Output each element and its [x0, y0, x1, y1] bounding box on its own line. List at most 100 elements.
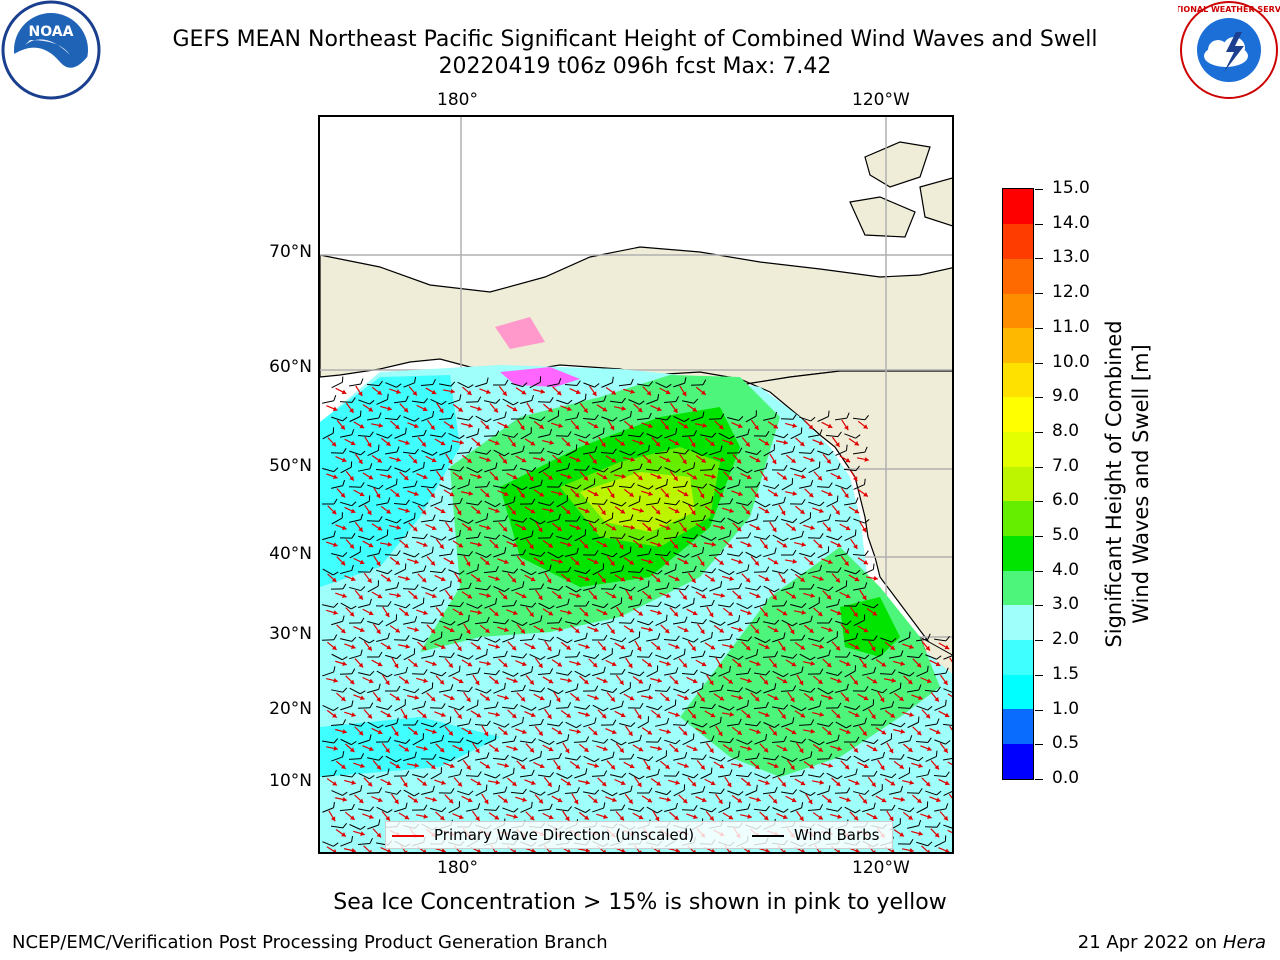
wind-barb [853, 614, 866, 627]
colorbar-tick-label: 11.0 [1052, 316, 1090, 337]
wind-barb [376, 433, 393, 439]
wind-barb [835, 484, 852, 490]
wind-barb [358, 636, 375, 644]
wind-barb [600, 584, 617, 590]
wind-barb [331, 512, 343, 525]
wind-barb [411, 669, 428, 675]
wind-barb [826, 463, 841, 472]
wind-barb [564, 515, 581, 522]
wind-barb [628, 599, 643, 608]
wind-barb [565, 547, 579, 558]
wind-barb [744, 481, 761, 488]
wind-barb [475, 552, 492, 558]
footer-credit: NCEP/EMC/Verification Post Processing Pr… [12, 932, 608, 953]
wind-barb [340, 564, 354, 575]
wind-barb [817, 450, 834, 456]
footer-host: Hera [1222, 932, 1266, 953]
wind-barb [322, 427, 335, 440]
wind-barb [502, 496, 516, 507]
wind-barb [466, 428, 480, 439]
wind-barb [826, 535, 843, 541]
wind-barb [673, 512, 687, 524]
wind-barb [538, 636, 555, 642]
wind-barb [628, 535, 645, 541]
wind-barb [510, 413, 527, 420]
wind-barb [331, 615, 345, 626]
wind-barb [556, 495, 568, 508]
wind-barb [502, 671, 519, 677]
wind-barb [583, 653, 600, 659]
wind-barb [718, 530, 732, 541]
colorbar-tick-label: 0.5 [1052, 733, 1080, 754]
wind-barb [763, 619, 780, 625]
wind-barb [339, 397, 356, 403]
wave-height-map: Primary Wave Direction (unscaled) Wind B… [318, 115, 954, 854]
wind-barb [376, 393, 389, 405]
wind-barb [573, 600, 590, 607]
colorbar-tick [1035, 744, 1043, 746]
wind-barb [663, 635, 680, 642]
wind-barb [447, 466, 465, 472]
colorbar-tick-label: 2.0 [1052, 629, 1080, 650]
wind-barb [511, 517, 528, 523]
wind-barb [592, 427, 605, 439]
wind-barb [817, 649, 831, 660]
wind-barb [663, 531, 679, 540]
lat-label-60n: 60°N [269, 357, 312, 377]
wind-barb [520, 568, 537, 576]
wind-barb [844, 529, 857, 542]
wind-barb [556, 399, 573, 405]
wind-barb [331, 653, 348, 661]
wind-barb [609, 397, 626, 404]
wind-barb [528, 583, 545, 590]
wind-barb [393, 395, 409, 404]
wind-barb [628, 631, 641, 644]
wind-barb [538, 602, 555, 610]
wind-barb [340, 501, 357, 507]
wind-barb [511, 483, 528, 491]
wind-barb [789, 634, 806, 641]
wind-barb [331, 416, 348, 422]
wind-barb [438, 516, 455, 523]
wind-barb [754, 598, 768, 609]
wind-barb [511, 445, 525, 456]
wind-barb [510, 653, 528, 659]
wind-barb [384, 446, 400, 455]
colorbar-tick [1035, 605, 1043, 607]
wind-barb [663, 500, 681, 506]
wind-barb [412, 597, 425, 610]
wind-barb [709, 620, 726, 626]
wind-barb [637, 580, 650, 593]
wind-barb [691, 483, 708, 489]
wind-barb [501, 600, 517, 608]
wind-barb [690, 618, 707, 625]
wind-barb [402, 584, 419, 590]
field-4-5m-east [840, 597, 900, 657]
colorbar-segment [1003, 223, 1033, 259]
wind-barb [394, 563, 407, 576]
wind-barb [547, 450, 564, 456]
lat-label-30n: 30°N [269, 624, 312, 644]
wind-barb [501, 464, 518, 471]
wind-barb [502, 568, 519, 574]
wind-barb [520, 467, 537, 472]
wind-barb [781, 653, 798, 659]
wind-barb [853, 582, 868, 591]
colorbar-segment [1003, 327, 1033, 363]
wind-barb [367, 580, 379, 593]
wind-barb [745, 513, 759, 524]
wind-barb [646, 394, 660, 405]
wind-barb [439, 620, 456, 626]
wind-barb [321, 634, 338, 641]
wind-barb [331, 479, 346, 489]
wind-barb [475, 513, 489, 524]
wind-barb [790, 602, 807, 608]
wind-barb [808, 429, 823, 438]
wind-barb [654, 550, 671, 557]
wind-barb [529, 479, 543, 490]
wind-barb [762, 515, 779, 522]
wind-barb [484, 500, 501, 508]
wind-barb [574, 569, 591, 575]
wind-barb [420, 482, 437, 489]
wind-barb [583, 446, 598, 455]
